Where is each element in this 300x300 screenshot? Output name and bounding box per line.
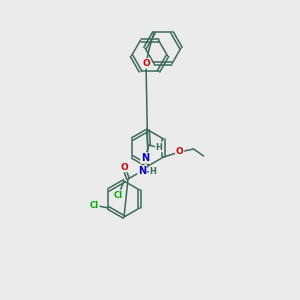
Text: H: H <box>150 167 156 176</box>
Text: O: O <box>176 148 184 157</box>
Text: O: O <box>142 59 150 68</box>
Text: O: O <box>120 163 128 172</box>
Text: Cl: Cl <box>113 190 123 200</box>
Text: Cl: Cl <box>90 202 99 211</box>
Text: N: N <box>138 166 146 176</box>
Text: H: H <box>156 142 162 152</box>
Text: N: N <box>141 153 149 163</box>
